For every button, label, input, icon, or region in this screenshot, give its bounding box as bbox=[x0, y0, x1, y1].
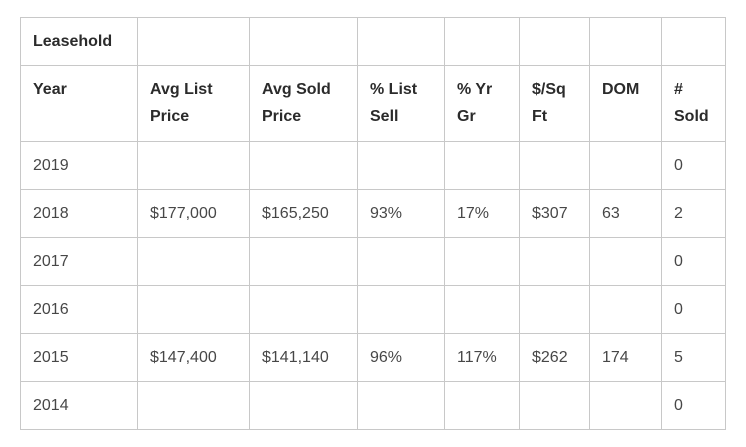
cell-avg-list-price bbox=[137, 285, 250, 334]
column-header-num-sold: # Sold bbox=[661, 65, 726, 142]
cell-pct-yr-gr: 17% bbox=[444, 189, 520, 238]
cell-pct-list-sell bbox=[357, 285, 445, 334]
cell-dom: 174 bbox=[589, 333, 662, 382]
cell-dom bbox=[589, 381, 662, 430]
cell-price-per-sqft bbox=[519, 381, 590, 430]
cell-dom: 63 bbox=[589, 189, 662, 238]
cell-price-per-sqft bbox=[519, 237, 590, 286]
cell-avg-sold-price: $165,250 bbox=[249, 189, 358, 238]
column-header-pct-yr-gr: % Yr Gr bbox=[444, 65, 520, 142]
empty-cell bbox=[137, 17, 250, 66]
cell-pct-yr-gr bbox=[444, 285, 520, 334]
leasehold-stats-table: Leasehold Year Avg List Price Avg Sold P… bbox=[20, 17, 726, 430]
empty-cell bbox=[357, 17, 445, 66]
cell-avg-list-price bbox=[137, 237, 250, 286]
cell-price-per-sqft bbox=[519, 285, 590, 334]
empty-cell bbox=[249, 17, 358, 66]
cell-dom bbox=[589, 237, 662, 286]
cell-year: 2014 bbox=[20, 381, 138, 430]
cell-avg-sold-price: $141,140 bbox=[249, 333, 358, 382]
cell-num-sold: 0 bbox=[661, 285, 726, 334]
cell-year: 2017 bbox=[20, 237, 138, 286]
cell-num-sold: 2 bbox=[661, 189, 726, 238]
cell-dom bbox=[589, 285, 662, 334]
cell-year: 2018 bbox=[20, 189, 138, 238]
table-row-2015: 2015 $147,400 $141,140 96% 117% $262 174… bbox=[20, 333, 726, 382]
cell-avg-sold-price bbox=[249, 381, 358, 430]
cell-year: 2016 bbox=[20, 285, 138, 334]
cell-pct-list-sell bbox=[357, 237, 445, 286]
cell-pct-yr-gr bbox=[444, 237, 520, 286]
column-header-year: Year bbox=[20, 65, 138, 142]
cell-num-sold: 5 bbox=[661, 333, 726, 382]
table-row-2017: 2017 0 bbox=[20, 237, 726, 286]
empty-cell bbox=[519, 17, 590, 66]
cell-avg-list-price bbox=[137, 381, 250, 430]
group-header-row: Leasehold bbox=[20, 17, 726, 66]
empty-cell bbox=[589, 17, 662, 66]
cell-avg-sold-price bbox=[249, 237, 358, 286]
cell-pct-list-sell: 93% bbox=[357, 189, 445, 238]
cell-avg-list-price: $177,000 bbox=[137, 189, 250, 238]
table-row-2018: 2018 $177,000 $165,250 93% 17% $307 63 2 bbox=[20, 189, 726, 238]
cell-price-per-sqft: $307 bbox=[519, 189, 590, 238]
cell-pct-list-sell bbox=[357, 381, 445, 430]
cell-avg-list-price: $147,400 bbox=[137, 333, 250, 382]
cell-avg-sold-price bbox=[249, 285, 358, 334]
column-header-avg-list-price: Avg List Price bbox=[137, 65, 250, 142]
cell-year: 2019 bbox=[20, 141, 138, 190]
column-header-dom: DOM bbox=[589, 65, 662, 142]
cell-num-sold: 0 bbox=[661, 141, 726, 190]
empty-cell bbox=[444, 17, 520, 66]
cell-year: 2015 bbox=[20, 333, 138, 382]
cell-num-sold: 0 bbox=[661, 381, 726, 430]
cell-dom bbox=[589, 141, 662, 190]
cell-pct-yr-gr bbox=[444, 141, 520, 190]
cell-price-per-sqft: $262 bbox=[519, 333, 590, 382]
column-header-price-per-sqft: $/Sq Ft bbox=[519, 65, 590, 142]
cell-num-sold: 0 bbox=[661, 237, 726, 286]
table-group-label: Leasehold bbox=[20, 17, 138, 66]
cell-pct-yr-gr: 117% bbox=[444, 333, 520, 382]
cell-pct-list-sell bbox=[357, 141, 445, 190]
cell-price-per-sqft bbox=[519, 141, 590, 190]
cell-pct-yr-gr bbox=[444, 381, 520, 430]
cell-avg-sold-price bbox=[249, 141, 358, 190]
column-header-avg-sold-price: Avg Sold Price bbox=[249, 65, 358, 142]
empty-cell bbox=[661, 17, 726, 66]
cell-avg-list-price bbox=[137, 141, 250, 190]
table-row-2016: 2016 0 bbox=[20, 285, 726, 334]
cell-pct-list-sell: 96% bbox=[357, 333, 445, 382]
table-row-2019: 2019 0 bbox=[20, 141, 726, 190]
table-row-2014: 2014 0 bbox=[20, 381, 726, 430]
column-header-row: Year Avg List Price Avg Sold Price % Lis… bbox=[20, 65, 726, 142]
column-header-pct-list-sell: % List Sell bbox=[357, 65, 445, 142]
